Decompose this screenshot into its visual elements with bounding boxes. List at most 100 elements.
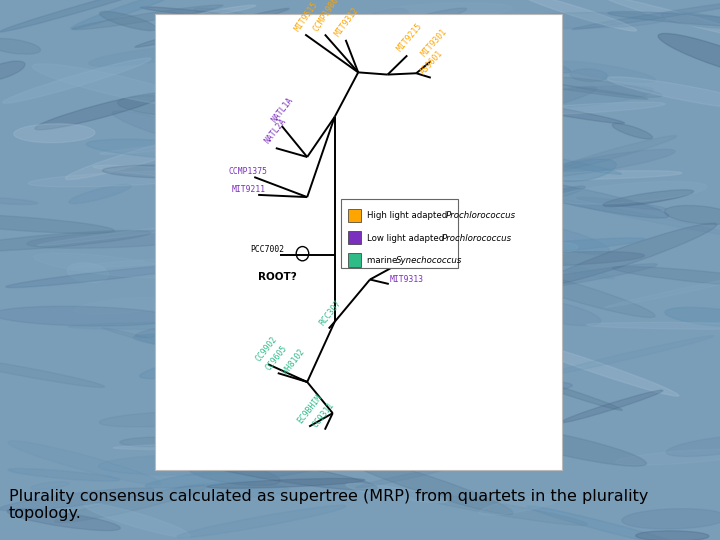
Ellipse shape (178, 360, 340, 403)
Ellipse shape (509, 299, 600, 326)
Ellipse shape (603, 190, 693, 206)
Ellipse shape (3, 58, 151, 103)
Ellipse shape (530, 82, 648, 99)
Ellipse shape (208, 57, 309, 75)
Text: ROOT?: ROOT? (258, 272, 297, 282)
Ellipse shape (173, 83, 361, 120)
Ellipse shape (515, 102, 665, 114)
Ellipse shape (332, 146, 384, 156)
Ellipse shape (272, 407, 379, 431)
Ellipse shape (346, 117, 463, 131)
Ellipse shape (356, 314, 400, 335)
Ellipse shape (171, 19, 365, 45)
Ellipse shape (7, 509, 120, 531)
Ellipse shape (86, 139, 264, 161)
Ellipse shape (366, 196, 464, 229)
Ellipse shape (616, 449, 720, 465)
Ellipse shape (456, 40, 570, 73)
Ellipse shape (0, 0, 163, 32)
Ellipse shape (258, 171, 384, 210)
Ellipse shape (666, 436, 720, 456)
Text: CCMP1375: CCMP1375 (229, 167, 268, 176)
Ellipse shape (261, 209, 431, 231)
Ellipse shape (570, 69, 608, 82)
Ellipse shape (551, 77, 662, 97)
Ellipse shape (379, 380, 572, 397)
Ellipse shape (192, 5, 256, 17)
Ellipse shape (0, 488, 154, 511)
Ellipse shape (479, 494, 564, 515)
Ellipse shape (194, 8, 345, 45)
Ellipse shape (93, 165, 251, 180)
Text: MIT9215: MIT9215 (395, 22, 424, 53)
Ellipse shape (186, 216, 226, 226)
Ellipse shape (456, 93, 624, 124)
Ellipse shape (636, 531, 709, 540)
Ellipse shape (28, 171, 218, 187)
Ellipse shape (113, 443, 297, 450)
Ellipse shape (298, 408, 439, 427)
Ellipse shape (393, 409, 546, 429)
Ellipse shape (361, 211, 543, 238)
Ellipse shape (0, 61, 25, 81)
Text: MIT9515: MIT9515 (293, 0, 320, 33)
Ellipse shape (445, 156, 487, 175)
Ellipse shape (354, 336, 485, 370)
Ellipse shape (524, 171, 682, 179)
Ellipse shape (346, 483, 447, 503)
Ellipse shape (284, 303, 465, 315)
Ellipse shape (395, 240, 503, 257)
Ellipse shape (366, 248, 536, 289)
Ellipse shape (0, 38, 40, 54)
Ellipse shape (552, 136, 677, 172)
Ellipse shape (112, 111, 228, 148)
Ellipse shape (135, 8, 289, 48)
Ellipse shape (195, 380, 365, 407)
Ellipse shape (538, 186, 585, 200)
Ellipse shape (34, 253, 184, 278)
Ellipse shape (215, 213, 368, 250)
Bar (348, 208, 361, 222)
Ellipse shape (665, 206, 720, 225)
Ellipse shape (463, 264, 657, 298)
Bar (348, 253, 361, 267)
Ellipse shape (665, 307, 720, 327)
Ellipse shape (361, 196, 498, 235)
Ellipse shape (0, 231, 150, 252)
Ellipse shape (102, 328, 255, 368)
Ellipse shape (347, 392, 434, 417)
Ellipse shape (140, 347, 282, 379)
Ellipse shape (145, 463, 326, 488)
Ellipse shape (135, 322, 218, 338)
Ellipse shape (0, 214, 114, 233)
Ellipse shape (577, 197, 666, 210)
Ellipse shape (518, 0, 636, 31)
Ellipse shape (303, 349, 359, 370)
Ellipse shape (71, 0, 181, 29)
Ellipse shape (561, 390, 663, 423)
Ellipse shape (458, 86, 596, 123)
Ellipse shape (117, 96, 231, 117)
Ellipse shape (69, 184, 131, 204)
Text: WH8102: WH8102 (282, 348, 307, 376)
Ellipse shape (226, 292, 375, 333)
Ellipse shape (102, 165, 264, 179)
Ellipse shape (155, 333, 228, 359)
Ellipse shape (509, 222, 610, 254)
Ellipse shape (572, 0, 720, 30)
Ellipse shape (166, 361, 265, 384)
Text: MIT9211: MIT9211 (232, 185, 266, 194)
Text: CC9311: CC9311 (311, 400, 336, 429)
Text: MIT9313: MIT9313 (390, 275, 423, 284)
Text: High light adapted: High light adapted (367, 211, 450, 220)
Ellipse shape (408, 326, 529, 360)
Ellipse shape (523, 377, 622, 410)
Ellipse shape (27, 231, 217, 248)
Ellipse shape (528, 506, 689, 540)
Ellipse shape (658, 33, 720, 78)
Ellipse shape (341, 455, 513, 515)
Ellipse shape (515, 86, 653, 108)
Text: CC9902: CC9902 (253, 334, 279, 363)
Ellipse shape (495, 178, 669, 218)
Ellipse shape (99, 145, 181, 154)
